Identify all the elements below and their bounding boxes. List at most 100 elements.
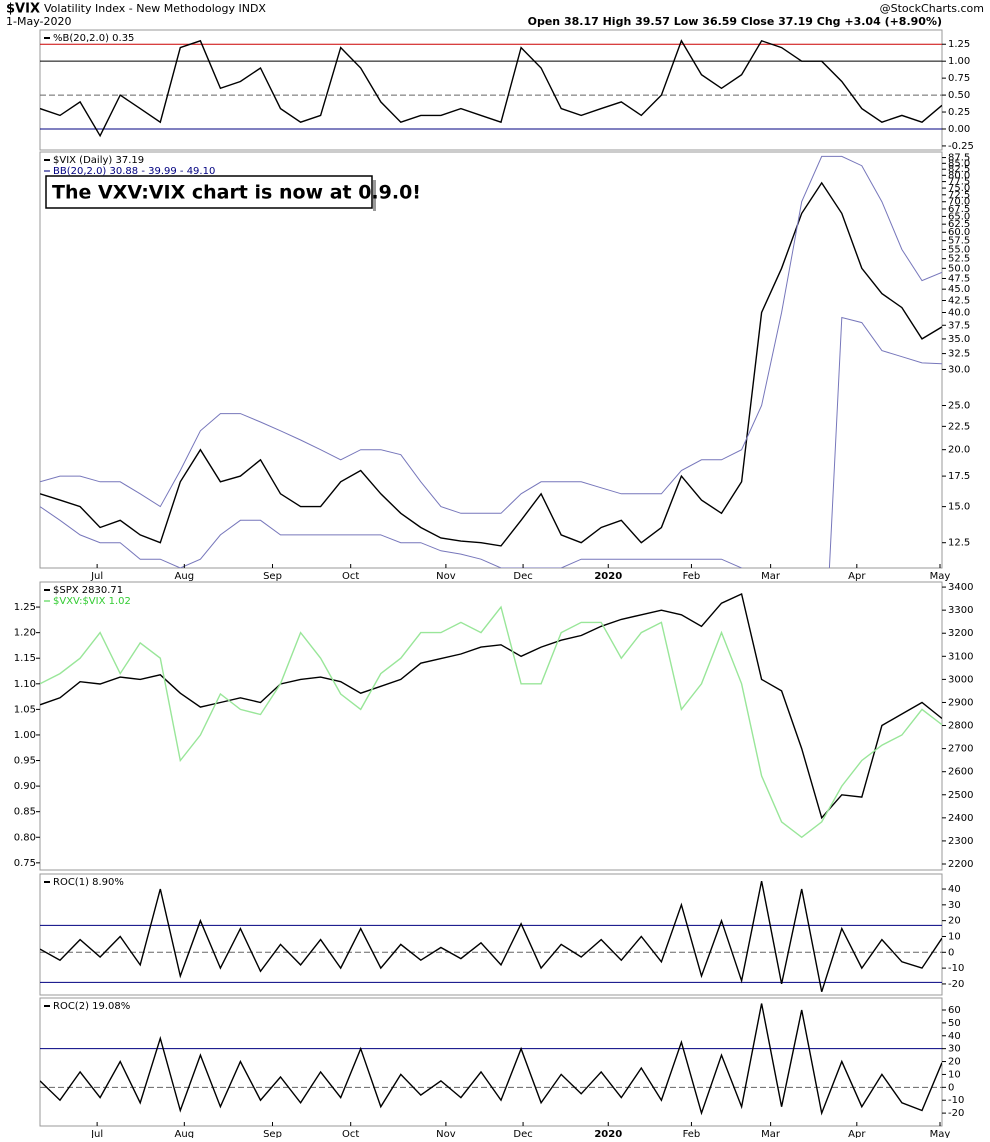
series-line — [40, 593, 942, 820]
y-tick-label: 0.50 — [948, 90, 970, 101]
y-tick-label: 40 — [948, 1031, 961, 1042]
series-lower-line — [40, 316, 942, 568]
y-tick-label: 62.5 — [948, 219, 970, 230]
plot-area — [40, 880, 942, 993]
y-tick-label: 87.5 — [948, 153, 970, 164]
y-tick-label: -20 — [948, 979, 964, 990]
x-tick-label: Feb — [683, 571, 701, 582]
y-tick-label: 20 — [948, 1057, 961, 1068]
y2-tick-label: 0.85 — [14, 807, 36, 818]
x-tick-label: Dec — [513, 1129, 532, 1138]
y-tick-label: 85.0 — [948, 158, 970, 169]
y-tick-label: 77.5 — [948, 177, 970, 188]
y-tick-label: 10 — [948, 931, 961, 942]
legend-entry: $VXV:$VIX 1.02 — [53, 596, 131, 607]
y-tick-label: 60.0 — [948, 227, 970, 238]
y-tick-label: 0.00 — [948, 124, 970, 135]
y-tick-label: 42.5 — [948, 295, 970, 306]
y-tick-label: 80.0 — [948, 170, 970, 181]
series-line — [40, 155, 942, 514]
legend-entry: $SPX 2830.71 — [53, 585, 123, 596]
y-tick-label: 67.5 — [948, 204, 970, 215]
y2-tick-label: 1.25 — [14, 602, 36, 613]
x-tick-label: Aug — [175, 571, 195, 582]
symbol: $VIX — [6, 2, 40, 17]
x-tick-label: Oct — [342, 1129, 359, 1138]
y-tick-label: 1.00 — [948, 56, 970, 67]
x-tick-label: Dec — [513, 571, 532, 582]
quote: Open 38.17 High 39.57 Low 36.59 Close 37… — [528, 15, 942, 28]
instrument-name: Volatility Index - New Methodology INDX — [44, 2, 266, 15]
plot-area — [40, 593, 942, 839]
x-tick-label: Oct — [342, 571, 359, 582]
plot-area — [40, 155, 942, 568]
x-tick-label: Apr — [848, 571, 866, 582]
y-tick-label: 20.0 — [948, 445, 970, 456]
y-tick-label: 17.5 — [948, 471, 970, 482]
legend-entry: BB(20,2.0) 30.88 - 39.99 - 49.10 — [53, 166, 215, 177]
plot-area — [40, 39, 942, 138]
panel-frame — [39, 997, 943, 1127]
y2-tick-label: 1.00 — [14, 730, 36, 741]
y-tick-label: 0 — [948, 1082, 954, 1093]
y-tick-label: 3000 — [948, 674, 973, 685]
x-tick-label: Mar — [761, 1129, 781, 1138]
y-tick-label: -20 — [948, 1108, 964, 1119]
y-tick-label: 35.0 — [948, 334, 970, 345]
legend-entry: ROC(1) 8.90% — [53, 877, 124, 888]
y-tick-label: 15.0 — [948, 502, 970, 513]
x-tick-label: Mar — [761, 571, 781, 582]
y-tick-label: 20 — [948, 916, 961, 927]
y-tick-label: 0.25 — [948, 107, 970, 118]
y-tick-label: 0 — [948, 947, 954, 958]
y2-tick-label: 0.95 — [14, 756, 36, 767]
y2-tick-label: 0.90 — [14, 781, 36, 792]
y-tick-label: 3400 — [948, 582, 973, 593]
x-tick-label: May — [930, 571, 951, 582]
y-tick-label: -0.25 — [948, 141, 974, 152]
y-tick-label: 70.0 — [948, 197, 970, 208]
x-tick-label: Apr — [848, 1129, 866, 1138]
y-tick-label: 3200 — [948, 628, 973, 639]
y2-tick-label: 1.15 — [14, 653, 36, 664]
y-tick-label: 3100 — [948, 651, 973, 662]
legend-entry: ROC(2) 19.08% — [53, 1001, 130, 1012]
y-tick-label: 37.5 — [948, 320, 970, 331]
panel-frame — [39, 873, 943, 996]
y-tick-label: -10 — [948, 963, 964, 974]
y-tick-label: 32.5 — [948, 349, 970, 360]
y2-tick-label: 1.20 — [14, 628, 36, 639]
y-tick-label: 50 — [948, 1018, 961, 1029]
y-tick-label: 2200 — [948, 859, 973, 870]
y-tick-label: 30.0 — [948, 364, 970, 375]
y-tick-label: 30 — [948, 900, 961, 911]
y2-tick-label: 0.80 — [14, 832, 36, 843]
y-tick-label: 2500 — [948, 790, 973, 801]
y-tick-label: 40 — [948, 884, 961, 895]
x-tick-label: May — [930, 1129, 951, 1138]
y-tick-label: 12.5 — [948, 538, 970, 549]
x-tick-label: Sep — [263, 571, 282, 582]
y-tick-label: 50.0 — [948, 263, 970, 274]
y-tick-label: 2300 — [948, 836, 973, 847]
panel-frame — [39, 581, 943, 871]
y-tick-label: 75.0 — [948, 183, 970, 194]
y-tick-label: 55.0 — [948, 244, 970, 255]
y-tick-label: 25.0 — [948, 401, 970, 412]
y2-tick-label: 1.05 — [14, 704, 36, 715]
annotation: The VXV:VIX chart is now at 0.9.0! — [52, 182, 421, 204]
x-tick-label: Aug — [175, 1129, 195, 1138]
y-tick-label: 65.0 — [948, 211, 970, 222]
y-tick-label: 60 — [948, 1005, 961, 1016]
x-tick-label: 2020 — [594, 571, 622, 582]
series-line — [40, 880, 942, 993]
y-tick-label: 52.5 — [948, 254, 970, 265]
x-tick-label: Jul — [90, 1129, 103, 1138]
x-tick-label: Feb — [683, 1129, 701, 1138]
y-tick-label: 2900 — [948, 697, 973, 708]
y-tick-label: 2600 — [948, 767, 973, 778]
panel-frame — [39, 151, 943, 569]
series-line — [40, 39, 942, 138]
annotation-box — [45, 175, 373, 209]
annotation-shadow — [373, 180, 376, 211]
